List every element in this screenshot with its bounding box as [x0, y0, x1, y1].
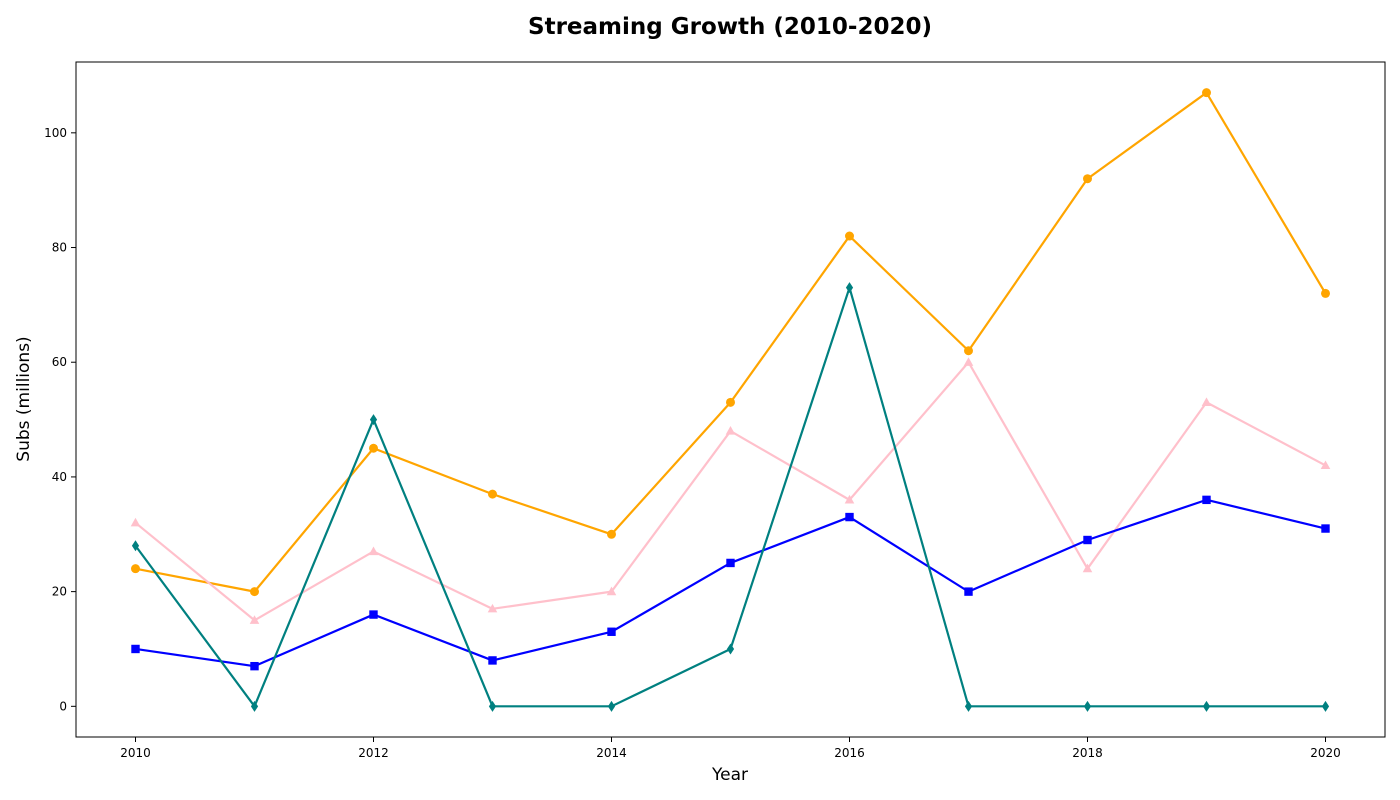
- data-point: [1202, 88, 1211, 98]
- data-point: [964, 346, 973, 356]
- y-tick-label: 40: [52, 470, 67, 484]
- data-point: [369, 443, 378, 453]
- series-line: [135, 91, 1327, 593]
- data-point: [250, 587, 259, 597]
- data-point: [1202, 495, 1211, 505]
- data-point: [1082, 563, 1093, 573]
- x-tick-label: 2014: [596, 746, 627, 760]
- data-point: [1202, 700, 1211, 712]
- data-point: [488, 700, 497, 712]
- data-point: [369, 414, 378, 426]
- chart-title: Streaming Growth (2010-2020): [528, 14, 932, 40]
- x-tick-label: 2016: [834, 746, 865, 760]
- y-tick-label: 80: [52, 241, 67, 255]
- data-point: [607, 529, 616, 539]
- data-point: [964, 700, 973, 712]
- data-point: [845, 282, 854, 294]
- y-tick-label: 0: [59, 699, 67, 713]
- data-point: [726, 643, 735, 655]
- data-point: [488, 489, 497, 499]
- data-point: [726, 397, 735, 407]
- y-axis: 0 20 40 60 80 100: [44, 126, 76, 713]
- series-layer: [130, 88, 1331, 712]
- x-axis: 2010 2012 2014 2016 2018 2020: [120, 737, 1341, 760]
- data-point: [607, 627, 616, 636]
- data-point: [1083, 700, 1092, 712]
- data-point: [1083, 174, 1092, 184]
- y-tick-label: 20: [52, 585, 67, 599]
- data-point: [963, 357, 974, 366]
- data-point: [1320, 460, 1331, 470]
- data-point: [606, 586, 617, 596]
- data-point: [488, 656, 497, 665]
- data-point: [607, 700, 616, 712]
- x-tick-label: 2012: [358, 746, 389, 760]
- series-1: [131, 88, 1330, 597]
- plot-frame: [75, 61, 1386, 738]
- data-point: [845, 512, 854, 522]
- data-point: [131, 564, 140, 574]
- data-point: [1321, 700, 1330, 712]
- series-4: [131, 282, 1330, 712]
- x-tick-label: 2018: [1072, 746, 1103, 760]
- data-point: [131, 540, 140, 552]
- data-point: [1201, 397, 1212, 406]
- series-3: [131, 495, 1330, 671]
- data-point: [131, 644, 140, 654]
- y-axis-label: Subs (millions): [14, 336, 34, 461]
- data-point: [368, 546, 379, 556]
- data-point: [964, 587, 973, 596]
- series-line: [135, 498, 1326, 668]
- data-point: [249, 615, 260, 624]
- y-tick-label: 100: [44, 126, 67, 140]
- data-point: [487, 603, 498, 613]
- data-point: [844, 494, 855, 504]
- data-point: [1321, 524, 1330, 533]
- data-point: [726, 558, 735, 568]
- data-point: [1083, 535, 1092, 545]
- x-tick-label: 2010: [120, 746, 151, 760]
- data-point: [725, 426, 736, 435]
- data-point: [845, 231, 854, 241]
- plot-area: [75, 61, 1386, 738]
- data-point: [1321, 288, 1330, 298]
- data-point: [369, 610, 378, 619]
- y-tick-label: 60: [52, 355, 67, 369]
- x-tick-label: 2020: [1310, 746, 1341, 760]
- data-point: [250, 661, 259, 671]
- series-2: [130, 357, 1331, 624]
- data-point: [130, 517, 141, 527]
- data-point: [250, 700, 259, 712]
- x-axis-label: Year: [711, 765, 748, 785]
